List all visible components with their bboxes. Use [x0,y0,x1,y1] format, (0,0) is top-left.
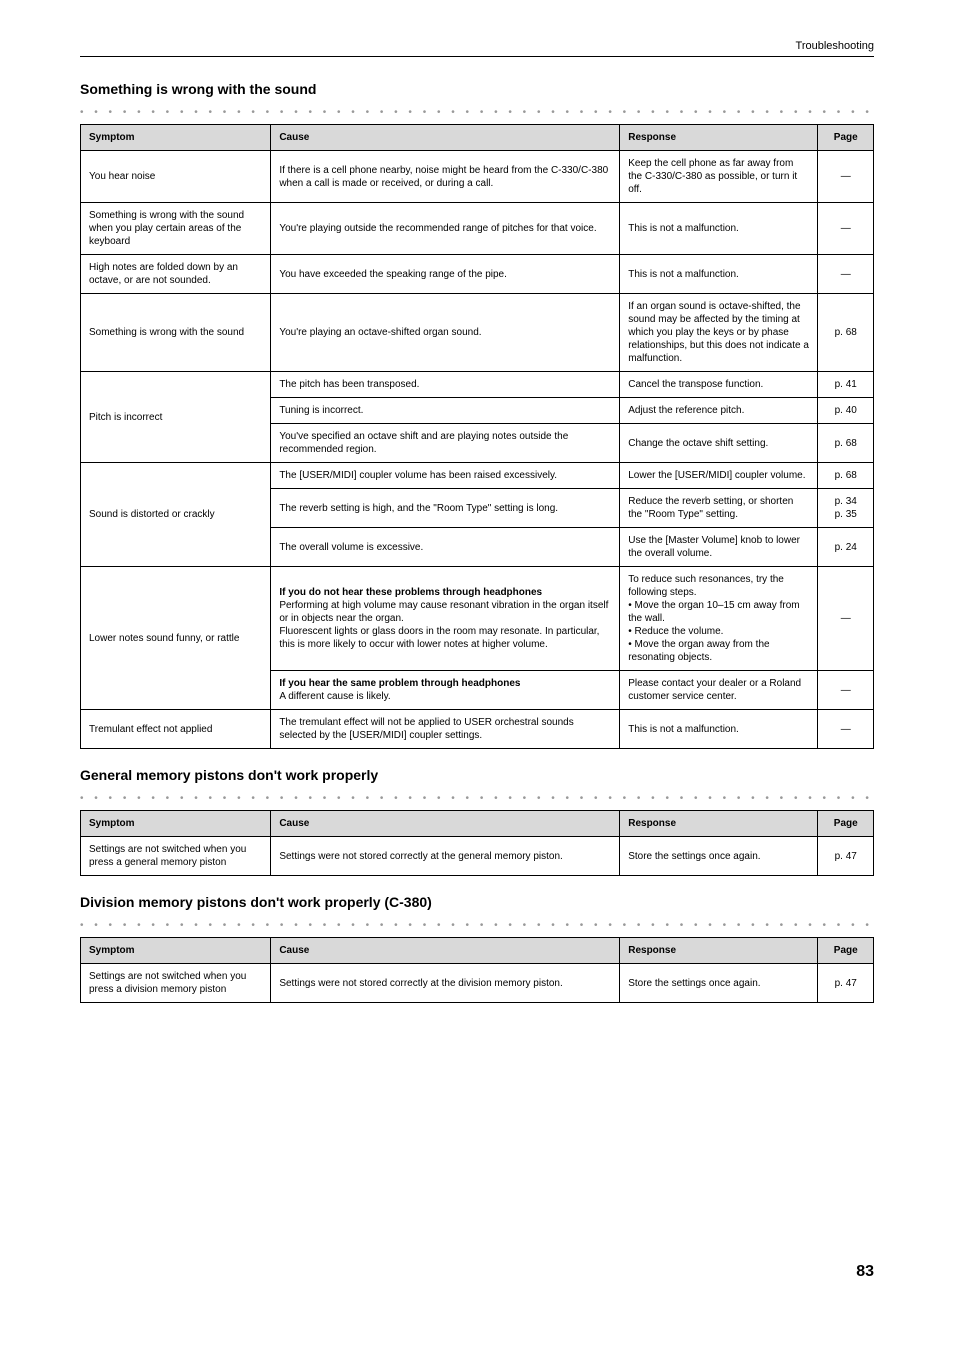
table-row: Pitch is incorrectThe pitch has been tra… [81,372,874,398]
cell-response: Reduce the reverb setting, or shorten th… [620,489,818,528]
cell-response: If an organ sound is octave-shifted, the… [620,294,818,372]
cell-page: p. 68 [818,294,874,372]
troubleshooting-table: SymptomCauseResponsePageYou hear noiseIf… [80,124,874,749]
cell-response: Keep the cell phone as far away from the… [620,151,818,203]
section-title: Something is wrong with the sound [80,81,874,97]
cell-symptom: Pitch is incorrect [81,372,271,463]
cell-page: — [818,151,874,203]
cell-page: p. 47 [818,837,874,876]
cell-cause: You're playing an octave-shifted organ s… [271,294,620,372]
cell-response: Lower the [USER/MIDI] coupler volume. [620,463,818,489]
cell-response: Adjust the reference pitch. [620,398,818,424]
cell-response: This is not a malfunction. [620,255,818,294]
cell-page: p. 24 [818,528,874,567]
cell-page: p. 68 [818,424,874,463]
cell-response: To reduce such resonances, try the follo… [620,567,818,671]
section-title: General memory pistons don't work proper… [80,767,874,783]
table-row: You hear noiseIf there is a cell phone n… [81,151,874,203]
page-header: Troubleshooting [80,40,874,52]
cell-symptom: Lower notes sound funny, or rattle [81,567,271,710]
cell-cause: You have exceeded the speaking range of … [271,255,620,294]
column-header: Cause [271,811,620,837]
cell-cause: If you do not hear these problems throug… [271,567,620,671]
section-title: Division memory pistons don't work prope… [80,894,874,910]
column-header: Response [620,811,818,837]
cell-cause: If you hear the same problem through hea… [271,671,620,710]
column-header: Page [818,938,874,964]
column-header: Symptom [81,938,271,964]
column-header: Cause [271,938,620,964]
column-header: Symptom [81,811,271,837]
cell-cause: Tuning is incorrect. [271,398,620,424]
cell-cause: You're playing outside the recommended r… [271,203,620,255]
cell-page: p. 34p. 35 [818,489,874,528]
dot-row: • • • • • • • • • • • • • • • • • • • • … [80,920,874,931]
table-row: Something is wrong with the soundYou're … [81,294,874,372]
table-row: Settings are not switched when you press… [81,964,874,1003]
column-header: Page [818,811,874,837]
cell-response: Please contact your dealer or a Roland c… [620,671,818,710]
cell-symptom: Something is wrong with the sound [81,294,271,372]
column-header: Response [620,938,818,964]
cell-cause: The tremulant effect will not be applied… [271,710,620,749]
cell-cause: Settings were not stored correctly at th… [271,964,620,1003]
troubleshooting-table: SymptomCauseResponsePage Settings are not… [80,937,874,1003]
table-row: Settings are not switched when you press… [81,837,874,876]
dot-row: • • • • • • • • • • • • • • • • • • • • … [80,107,874,118]
column-header: Response [620,125,818,151]
cell-response: This is not a malfunction. [620,710,818,749]
dot-row: • • • • • • • • • • • • • • • • • • • • … [80,793,874,804]
cell-page: p. 68 [818,463,874,489]
cell-symptom: Settings are not switched when you press… [81,837,271,876]
cell-page: — [818,567,874,671]
column-header: Cause [271,125,620,151]
cell-response: This is not a malfunction. [620,203,818,255]
cell-response: Cancel the transpose function. [620,372,818,398]
cell-response: Change the octave shift setting. [620,424,818,463]
cell-response: Use the [Master Volume] knob to lower th… [620,528,818,567]
table-row: Lower notes sound funny, or rattleIf you… [81,567,874,671]
table-row: High notes are folded down by an octave,… [81,255,874,294]
cell-symptom: You hear noise [81,151,271,203]
cell-response: Store the settings once again. [620,964,818,1003]
page-number: 83 [80,1263,874,1281]
cell-symptom: High notes are folded down by an octave,… [81,255,271,294]
cell-cause: The reverb setting is high, and the "Roo… [271,489,620,528]
cell-page: — [818,710,874,749]
cell-page: p. 40 [818,398,874,424]
cell-page: — [818,255,874,294]
header-rule [80,56,874,57]
cell-page: p. 41 [818,372,874,398]
column-header: Page [818,125,874,151]
cell-cause: The pitch has been transposed. [271,372,620,398]
sections-container: Something is wrong with the sound • • • •… [80,81,874,1003]
table-row: Sound is distorted or cracklyThe [USER/M… [81,463,874,489]
cell-response: Store the settings once again. [620,837,818,876]
table-row: Tremulant effect not appliedThe tremulan… [81,710,874,749]
cell-symptom: Something is wrong with the sound when y… [81,203,271,255]
cell-symptom: Sound is distorted or crackly [81,463,271,567]
cell-cause: You've specified an octave shift and are… [271,424,620,463]
table-row: Something is wrong with the sound when y… [81,203,874,255]
cell-cause: The overall volume is excessive. [271,528,620,567]
cell-cause: Settings were not stored correctly at th… [271,837,620,876]
troubleshooting-table: SymptomCauseResponsePage Settings are not… [80,810,874,876]
cell-page: p. 47 [818,964,874,1003]
cell-cause: If there is a cell phone nearby, noise m… [271,151,620,203]
column-header: Symptom [81,125,271,151]
cell-page: — [818,671,874,710]
cell-page: — [818,203,874,255]
cell-cause: The [USER/MIDI] coupler volume has been … [271,463,620,489]
cell-symptom: Tremulant effect not applied [81,710,271,749]
cell-symptom: Settings are not switched when you press… [81,964,271,1003]
